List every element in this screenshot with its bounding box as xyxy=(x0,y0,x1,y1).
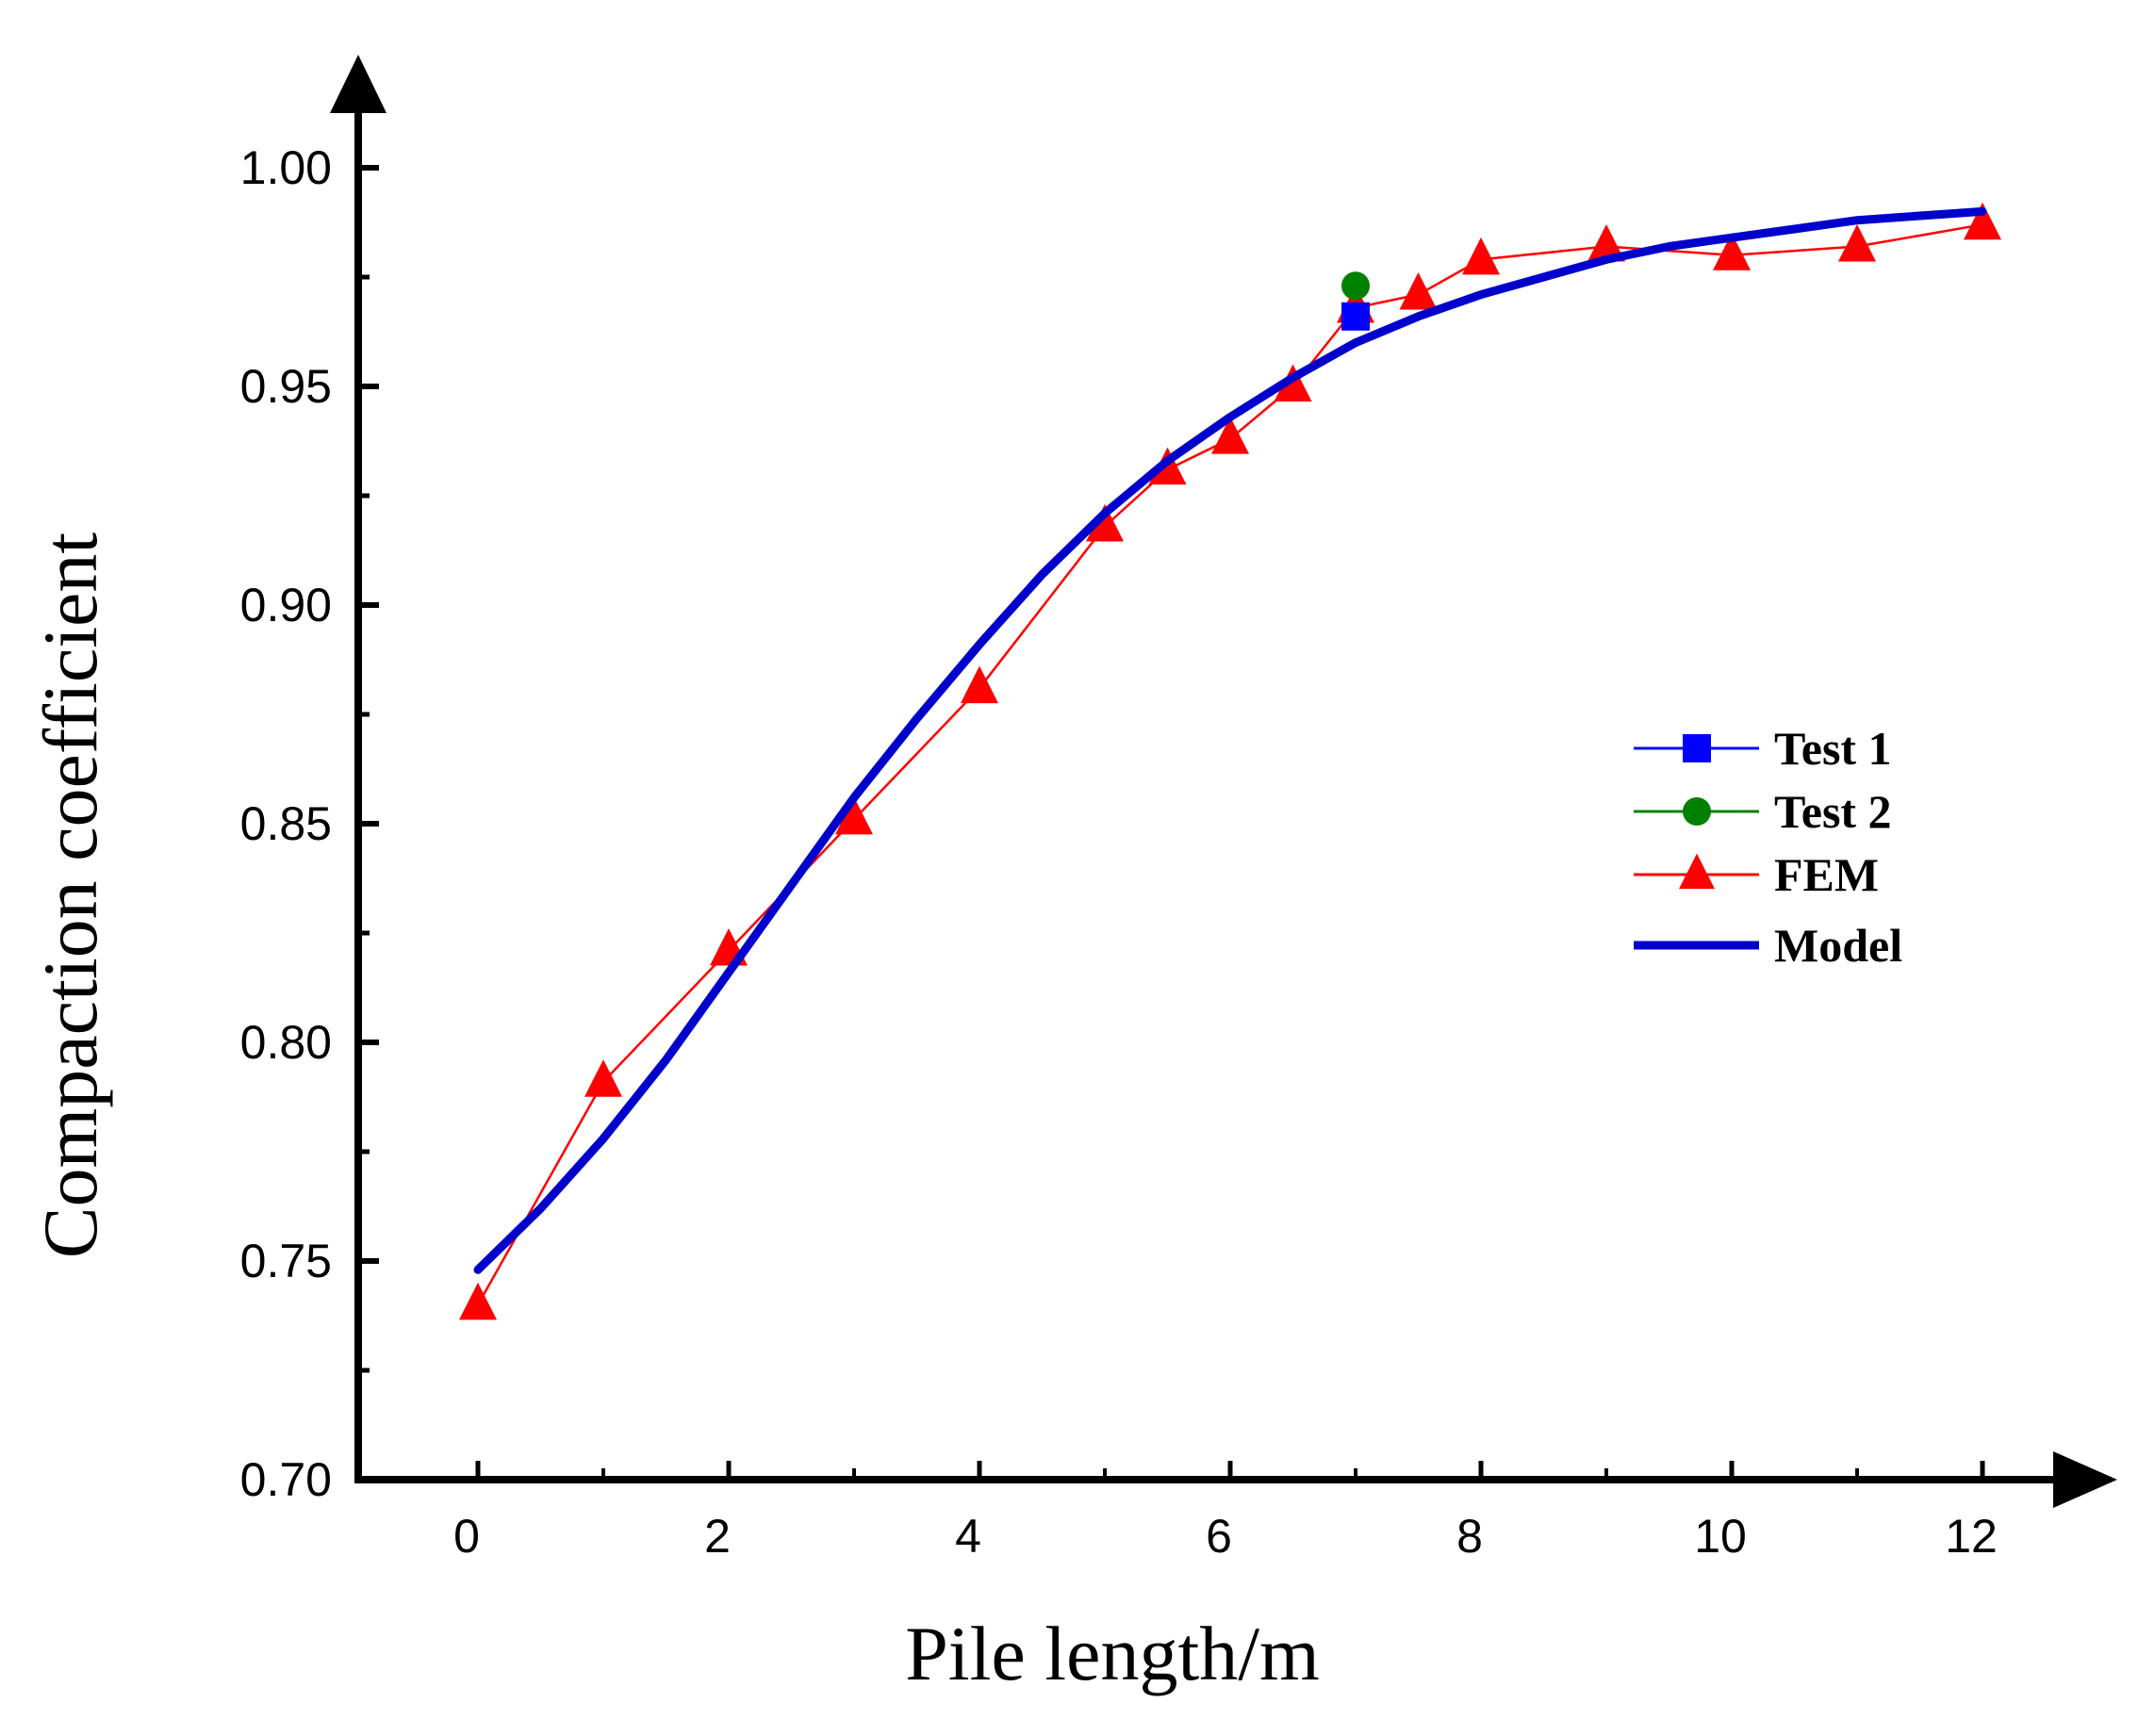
series-test-2 xyxy=(1341,271,1370,301)
data-point-fem xyxy=(584,1059,622,1097)
data-point-fem xyxy=(835,796,873,835)
data-point-fem xyxy=(459,1282,497,1320)
y-tick-label: 0.90 xyxy=(240,579,332,631)
legend-label: Test 1 xyxy=(1774,722,1892,775)
y-tick-label: 0.85 xyxy=(240,797,332,850)
y-axis-title: Compaction coefficient xyxy=(27,532,113,1259)
data-point-fem xyxy=(1964,202,2001,240)
data-point-fem xyxy=(1713,233,1751,270)
y-tick-label: 0.80 xyxy=(240,1016,332,1069)
legend-label: FEM xyxy=(1774,848,1879,901)
legend-swatch-marker xyxy=(1679,853,1715,890)
x-tick-label: 8 xyxy=(1456,1510,1483,1563)
data-point-test-2 xyxy=(1341,271,1370,301)
series-test-1 xyxy=(1341,302,1370,331)
x-tick-label: 4 xyxy=(955,1510,981,1563)
data-point-fem xyxy=(1086,503,1124,542)
legend-swatch-marker xyxy=(1683,734,1711,762)
series-model xyxy=(473,206,1987,1274)
x-tick-label: 6 xyxy=(1206,1510,1232,1563)
data-point-fem xyxy=(1274,364,1312,401)
y-axis-arrow xyxy=(330,55,387,113)
data-point-test-1 xyxy=(1341,302,1370,331)
data-point-fem xyxy=(1399,272,1438,310)
plot-area xyxy=(459,202,2001,1320)
data-point-fem xyxy=(961,665,998,704)
legend-item-model: Model xyxy=(1634,919,1902,972)
legend-item-fem: FEM xyxy=(1634,848,1879,901)
x-tick-label: 12 xyxy=(1945,1510,1998,1563)
x-tick-label: 10 xyxy=(1694,1510,1747,1563)
data-point-fem xyxy=(1462,237,1500,275)
x-ticks: 0 2 4 6 8 10 12 xyxy=(453,1461,1998,1563)
legend: Test 1 Test 2 FEM Model xyxy=(1634,722,1902,972)
y-tick-label: 0.95 xyxy=(240,360,332,413)
y-tick-label: 0.75 xyxy=(240,1235,332,1287)
x-axis-arrow xyxy=(2053,1451,2117,1508)
legend-label: Test 2 xyxy=(1774,785,1892,838)
legend-item-test-1: Test 1 xyxy=(1634,722,1892,775)
legend-swatch-marker xyxy=(1683,797,1711,826)
data-point-fem xyxy=(1211,417,1249,454)
y-tick-label: 0.70 xyxy=(240,1453,332,1506)
series-line-fem xyxy=(476,223,1984,1306)
x-tick-label: 0 xyxy=(453,1510,480,1563)
data-point-fem xyxy=(1838,223,1876,262)
legend-item-test-2: Test 2 xyxy=(1634,785,1892,838)
x-axis-title: Pile length/m xyxy=(905,1611,1320,1696)
y-tick-label: 1.00 xyxy=(240,141,332,194)
x-tick-label: 2 xyxy=(704,1510,731,1563)
series-fem xyxy=(459,202,2001,1320)
y-ticks: 0.70 0.75 0.80 0.85 0.90 0.95 1.00 xyxy=(240,141,379,1506)
axes: 0.70 0.75 0.80 0.85 0.90 0.95 1.00 0 2 4 6 8 10 12 xyxy=(240,55,2117,1563)
data-point-fem xyxy=(1587,223,1625,262)
legend-label: Model xyxy=(1774,919,1902,972)
series-line-model xyxy=(473,206,1987,1274)
